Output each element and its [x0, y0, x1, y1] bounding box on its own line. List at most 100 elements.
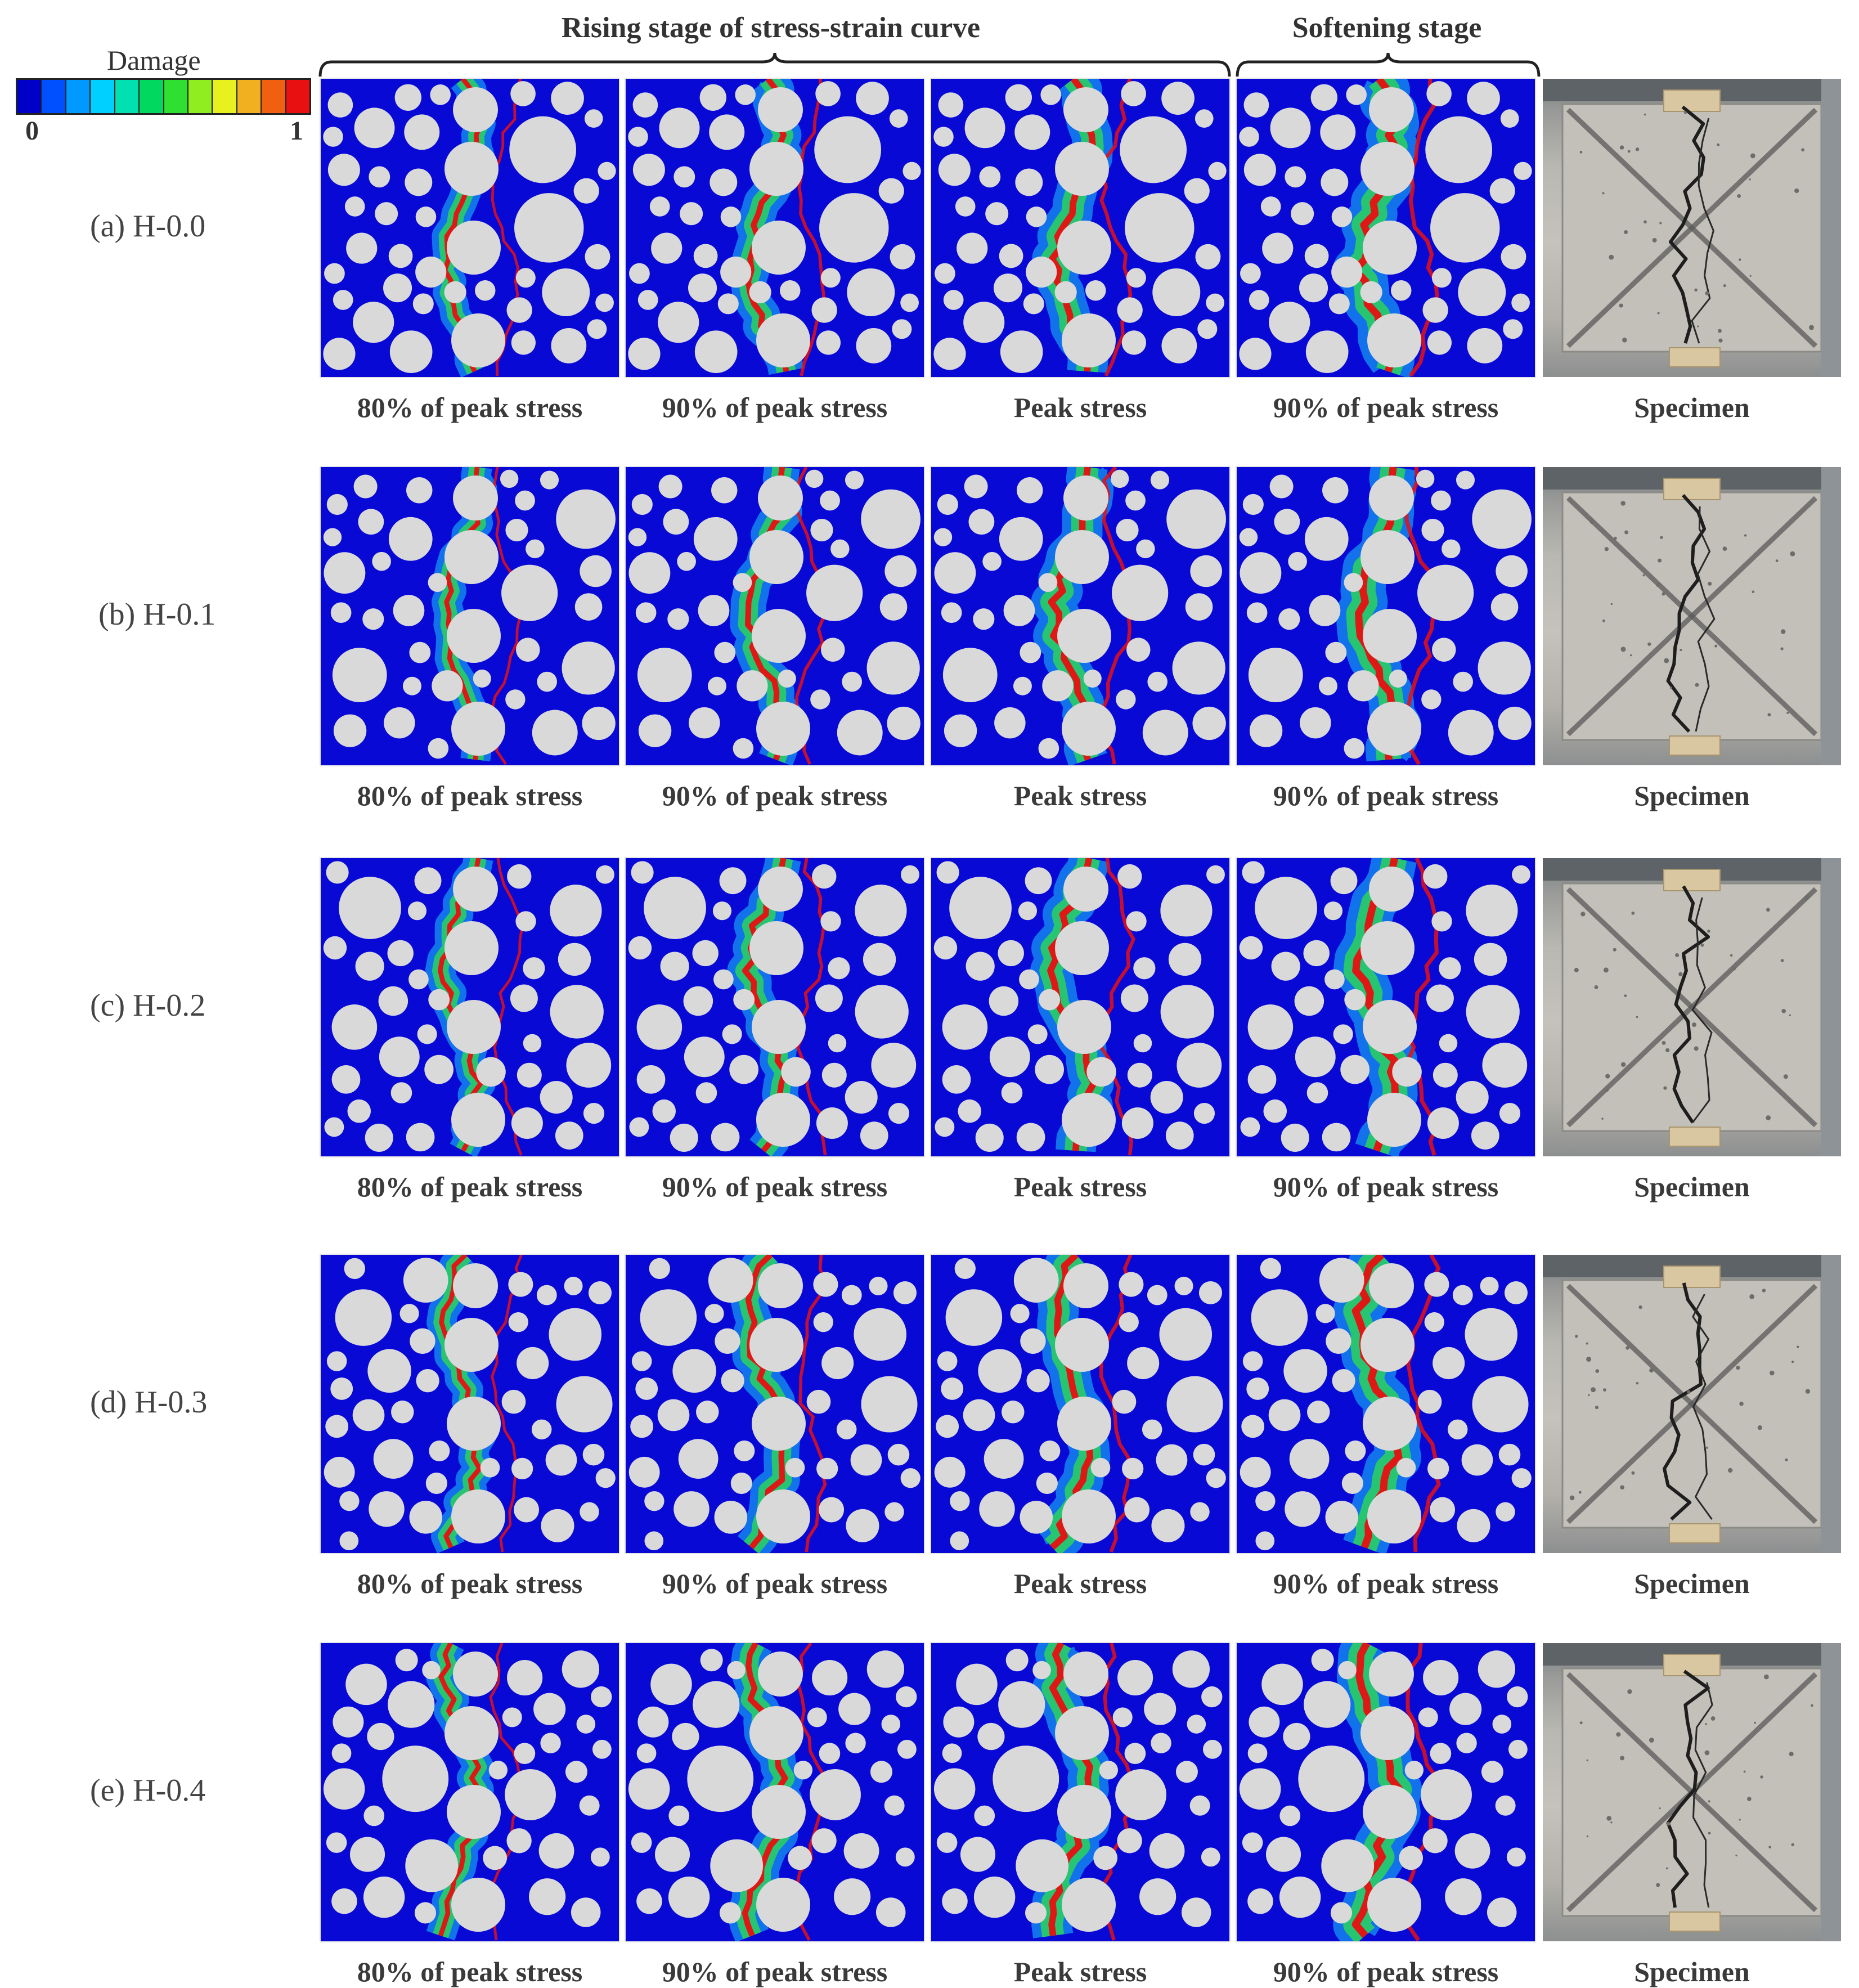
aggregate-particle: [1281, 1123, 1309, 1152]
legend-max-label: 1: [290, 116, 303, 146]
aggregate-particle: [399, 1304, 419, 1323]
aggregate-particle: [878, 178, 904, 204]
aggregate-particle: [937, 493, 958, 515]
damage-contour-map: [933, 79, 1227, 377]
aggregate-particle: [1369, 475, 1414, 520]
aggregate-particle: [1198, 1281, 1223, 1304]
aggregate-particle: [333, 714, 367, 747]
rising-stage-brace: [318, 52, 1231, 77]
aggregate-particle: [1187, 1715, 1206, 1734]
aggregate-particle: [793, 1761, 812, 1780]
aggregate-particle: [1325, 1501, 1359, 1534]
aggregate-particle: [1195, 244, 1221, 270]
aggregate-particle: [1263, 1099, 1287, 1123]
aggregate-particle: [1251, 1289, 1308, 1346]
aggregate-particle: [347, 1099, 371, 1123]
aggregate-particle: [1318, 676, 1337, 695]
aggregate-particle: [1466, 885, 1518, 937]
aggregate-particle: [514, 1743, 536, 1765]
aggregate-particle: [982, 551, 1002, 571]
aggregate-particle: [943, 1706, 975, 1738]
aggregate-particle: [511, 330, 536, 355]
aggregate-particle: [330, 1377, 353, 1400]
aggregate-particle: [345, 1663, 387, 1706]
aggregate-particle: [1014, 114, 1050, 150]
aggregate-particle: [652, 1099, 676, 1123]
colorbar-cell: [42, 80, 66, 113]
aggregate-particle: [710, 168, 738, 196]
aggregate-particle: [1142, 710, 1188, 756]
aggregate-particle: [335, 1289, 392, 1346]
aggregate-particle: [1330, 1902, 1353, 1924]
aggregate-particle: [806, 564, 863, 621]
aggregate-particle: [1247, 1743, 1268, 1763]
aggregate-particle: [1193, 1443, 1215, 1466]
aggregate-particle: [562, 641, 615, 695]
panel-caption: Peak stress: [1013, 1171, 1147, 1202]
aggregate-particle: [842, 671, 863, 692]
aggregate-particle: [1271, 952, 1300, 981]
specimen-caption: Specimen: [1634, 1171, 1750, 1202]
aggregate-particle: [358, 509, 384, 535]
aggregate-particle: [1431, 490, 1451, 511]
aggregate-particle: [1423, 1659, 1459, 1696]
aggregate-particle: [845, 1081, 878, 1114]
aggregate-particle: [692, 940, 719, 967]
aggregate-particle: [1330, 867, 1358, 895]
aggregate-particle: [405, 1839, 459, 1892]
aggregate-particle: [654, 1837, 690, 1872]
aggregate-particle: [978, 1349, 1022, 1393]
aggregate-particle: [1367, 1093, 1421, 1147]
aggregate-particle: [866, 1650, 905, 1688]
aggregate-particle: [1363, 221, 1417, 275]
aggregate-particle: [890, 244, 915, 270]
aggregate-particle: [1360, 142, 1415, 196]
aggregate-particle: [363, 1876, 405, 1918]
aggregate-particle: [1392, 1057, 1422, 1087]
aggregate-particle: [523, 1034, 542, 1053]
aggregate-particle: [1283, 1722, 1310, 1751]
aggregate-particle: [998, 1681, 1045, 1728]
aggregate-particle: [1363, 1785, 1417, 1839]
aggregate-particle: [331, 1743, 352, 1763]
panel-caption: 80% of peak stress: [357, 392, 583, 423]
aggregate-particle: [1427, 1457, 1449, 1480]
specimen-panel: [1543, 79, 1841, 377]
aggregate-particle: [1192, 706, 1226, 741]
damage-colorbar: [16, 78, 311, 115]
aggregate-particle: [1487, 1897, 1517, 1927]
aggregate-particle: [694, 330, 738, 373]
aggregate-particle: [365, 1123, 393, 1152]
aggregate-particle: [1283, 1349, 1327, 1393]
aggregate-particle: [1458, 268, 1506, 316]
damage-contour-map: [324, 1255, 616, 1553]
aggregate-particle: [749, 921, 803, 975]
aggregate-particle: [573, 178, 599, 204]
legend-title: Damage: [107, 44, 201, 76]
aggregate-particle: [628, 528, 647, 546]
aggregate-particle: [819, 1743, 841, 1765]
aggregate-particle: [854, 1308, 907, 1361]
aggregate-particle: [713, 969, 734, 990]
aggregate-particle: [1404, 1761, 1424, 1780]
aggregate-particle: [1344, 738, 1365, 759]
aggregate-particle: [715, 1328, 740, 1354]
aggregate-particle: [644, 1531, 664, 1551]
aggregate-particle: [752, 1785, 806, 1839]
aggregate-particle: [515, 490, 535, 511]
aggregate-particle: [1482, 1043, 1528, 1088]
aggregate-particle: [326, 493, 348, 515]
aggregate-particle: [821, 1347, 854, 1380]
row-label: (a) H-0.0: [90, 209, 206, 244]
aggregate-particle: [933, 338, 966, 370]
aggregate-particle: [1278, 608, 1300, 630]
aggregate-particle: [344, 196, 365, 217]
specimen-photo: [1543, 79, 1841, 377]
aggregate-particle: [1346, 84, 1367, 105]
aggregate-particle: [719, 1902, 742, 1924]
aggregate-particle: [367, 1349, 411, 1393]
aggregate-particle: [1332, 1369, 1355, 1393]
colorbar-cell: [91, 80, 115, 113]
aggregate-particle: [856, 82, 889, 115]
aggregate-particle: [1160, 885, 1213, 937]
